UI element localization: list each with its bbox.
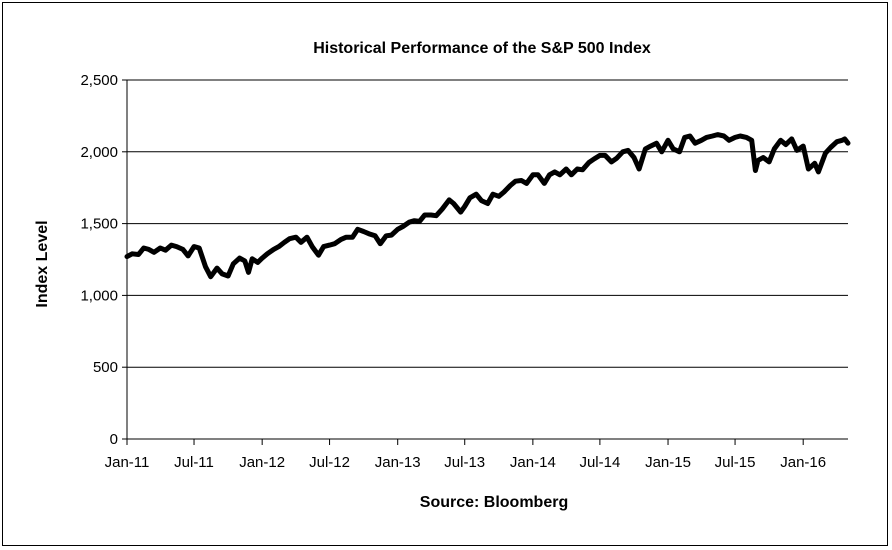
x-tick-labels: Jan-11 Jul-11 Jan-12 Jul-12 Jan-13 Jul-13 Jan-… — [105, 454, 827, 471]
series-group — [124, 132, 851, 280]
series-line — [124, 132, 851, 280]
x-tick-label: Jan-16 — [780, 454, 826, 471]
x-tick-label: Jul-13 — [444, 454, 485, 471]
gridlines — [127, 79, 848, 368]
axes — [122, 79, 848, 445]
y-axis-label: Index Level — [34, 220, 51, 307]
x-axis-label: Source: Bloomberg — [420, 494, 568, 511]
x-tick-label: Jul-11 — [174, 454, 214, 471]
y-tick-label: 0 — [110, 431, 118, 448]
y-tick-label: 500 — [93, 359, 118, 376]
x-tick-label: Jul-12 — [309, 454, 350, 471]
y-tick-label: 2,500 — [80, 72, 118, 89]
x-tick-label: Jul-15 — [715, 454, 756, 471]
x-tick-label: Jan-11 — [105, 454, 150, 471]
y-tick-label: 1,000 — [80, 287, 118, 304]
x-tick-label: Jan-15 — [645, 454, 691, 471]
y-tick-labels: 0 500 1,000 1,500 2,000 2,500 — [80, 72, 118, 448]
x-tick-label: Jan-12 — [239, 454, 285, 471]
x-tick-label: Jul-14 — [579, 454, 620, 471]
y-tick-label: 1,500 — [80, 216, 118, 233]
x-tick-label: Jan-13 — [375, 454, 421, 471]
x-tick-label: Jan-14 — [510, 454, 556, 471]
chart-title: Historical Performance of the S&P 500 In… — [313, 40, 651, 57]
y-tick-label: 2,000 — [80, 144, 118, 161]
